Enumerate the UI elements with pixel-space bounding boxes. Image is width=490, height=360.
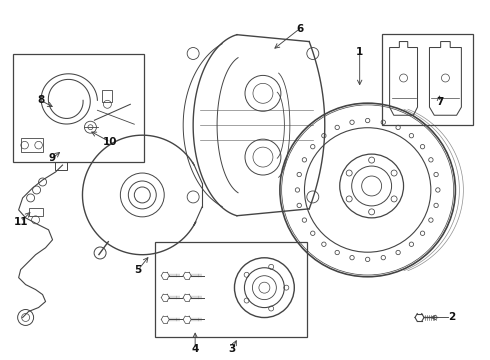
Bar: [13, 54, 144, 162]
Bar: [155, 242, 307, 337]
Text: 3: 3: [228, 345, 236, 354]
Bar: [382, 33, 473, 125]
Text: 4: 4: [192, 345, 199, 354]
Text: 5: 5: [135, 265, 142, 275]
Bar: [54, 162, 67, 170]
Text: 8: 8: [37, 95, 44, 105]
Text: 10: 10: [103, 137, 118, 147]
Bar: [21, 138, 43, 152]
Text: 6: 6: [296, 24, 303, 33]
Text: 7: 7: [436, 97, 443, 107]
Text: 9: 9: [49, 153, 56, 163]
Bar: [102, 90, 112, 102]
Bar: [28, 208, 43, 216]
Text: 1: 1: [356, 48, 363, 58]
Text: 11: 11: [13, 217, 28, 227]
Text: 2: 2: [448, 312, 455, 323]
